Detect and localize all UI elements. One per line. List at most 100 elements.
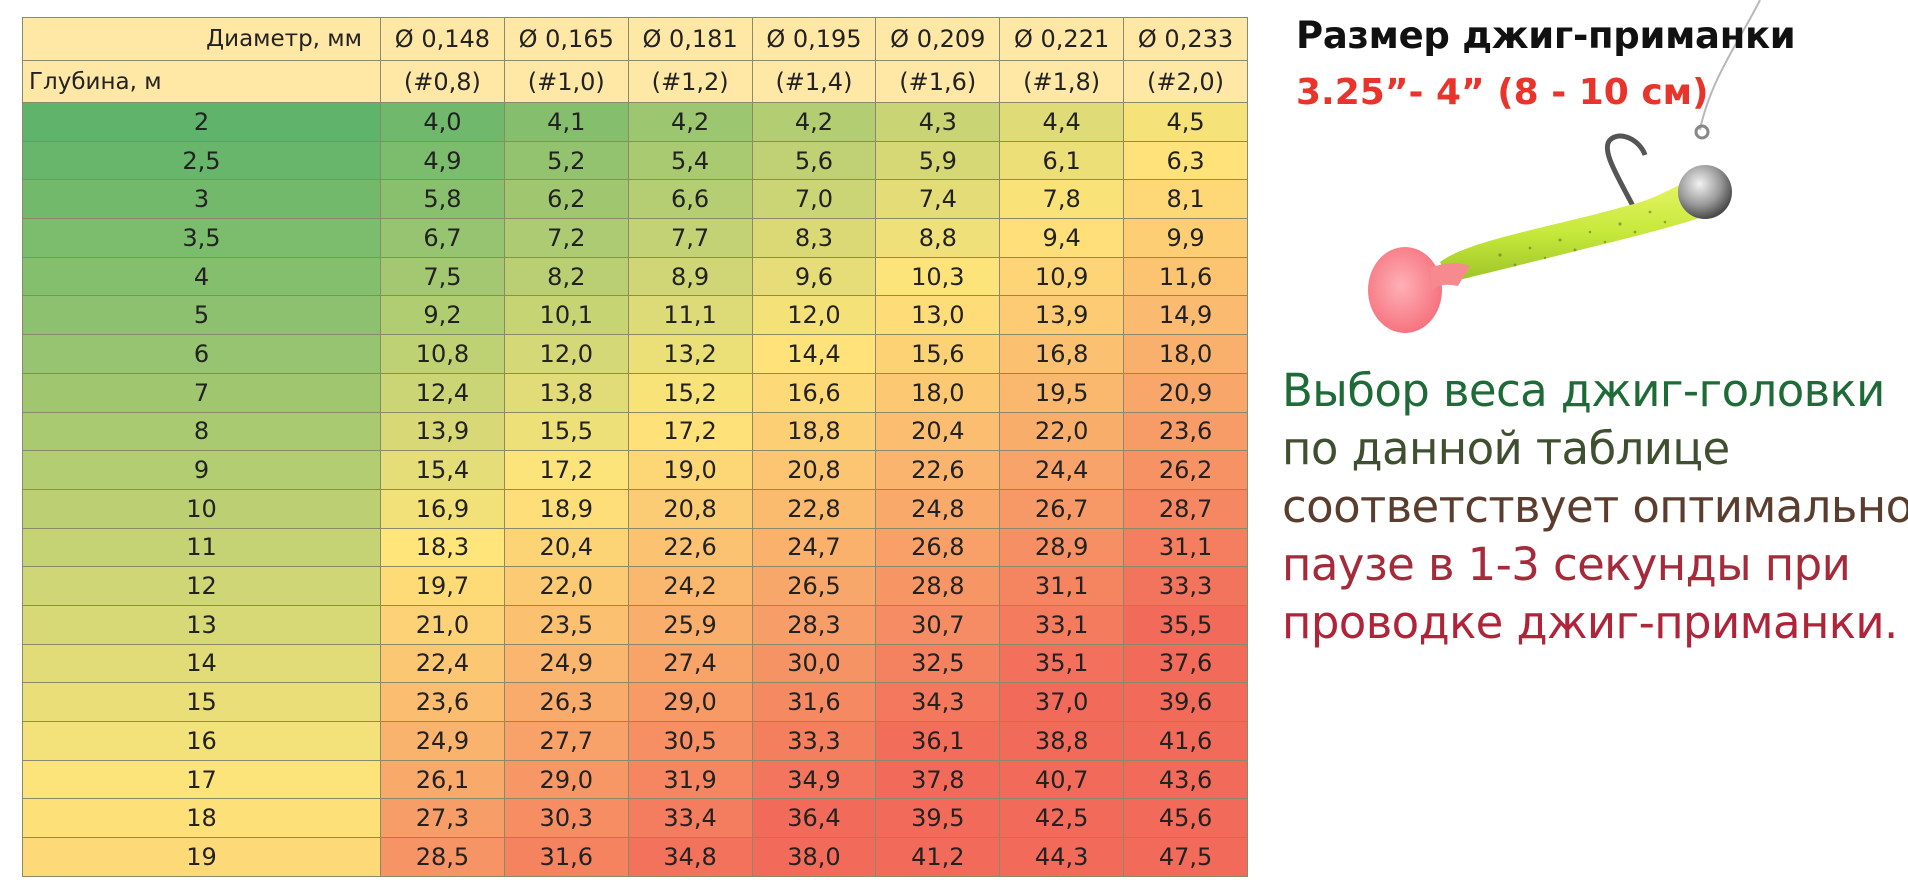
weight-cell: 26,8 — [875, 527, 1001, 568]
weight-cell: 5,6 — [751, 140, 877, 181]
weight-cell: 4,4 — [999, 102, 1125, 142]
weight-cell: 24,7 — [751, 527, 877, 568]
weight-cell: 33,3 — [1123, 566, 1248, 606]
depth-cell: 2,5 — [22, 140, 381, 181]
weight-cell: 9,6 — [751, 256, 877, 297]
weight-cell: 26,2 — [1123, 450, 1248, 490]
weight-cell: 14,4 — [751, 334, 877, 374]
weight-cell: 12,4 — [380, 372, 505, 413]
depth-cell: 11 — [22, 527, 381, 568]
weight-cell: 34,8 — [627, 837, 753, 877]
weight-cell: 6,2 — [503, 179, 629, 220]
column-line-size: (#1,2) — [627, 60, 753, 103]
fishing-line — [1699, 0, 1761, 131]
weight-cell: 33,3 — [751, 721, 877, 761]
weight-cell: 38,8 — [999, 721, 1125, 761]
weight-cell: 8,3 — [751, 218, 877, 258]
weight-cell: 15,2 — [627, 372, 753, 413]
weight-cell: 34,3 — [875, 682, 1001, 722]
selection-description: Выбор веса джиг-головки по данной таблице… — [1282, 362, 1908, 652]
weight-cell: 13,9 — [999, 295, 1125, 336]
depth-cell: 5 — [22, 295, 381, 336]
depth-cell: 13 — [22, 604, 381, 645]
depth-cell: 3,5 — [22, 218, 381, 258]
depth-label: Глубина, м — [22, 60, 381, 103]
table-row: 8 13,9 15,5 17,2 18,8 20,4 22,0 23,6 — [22, 411, 1248, 452]
description-line: паузе в 1-3 секунды при — [1282, 538, 1851, 591]
weight-cell: 12,0 — [503, 334, 629, 374]
weight-cell: 26,5 — [751, 566, 877, 606]
weight-cell: 19,0 — [627, 450, 753, 490]
weight-cell: 17,2 — [627, 411, 753, 452]
weight-cell: 10,1 — [503, 295, 629, 336]
weight-cell: 20,4 — [503, 527, 629, 568]
weight-cell: 24,2 — [627, 566, 753, 606]
column-line-size: (#0,8) — [380, 60, 505, 103]
table-row: 5 9,2 10,1 11,1 12,0 13,0 13,9 14,9 — [22, 295, 1248, 336]
description-line: по данной таблице — [1282, 422, 1730, 475]
weight-cell: 26,3 — [503, 682, 629, 722]
weight-cell: 31,6 — [503, 837, 629, 877]
weight-cell: 6,3 — [1123, 140, 1248, 181]
weight-cell: 26,1 — [380, 759, 505, 800]
weight-cell: 8,8 — [875, 218, 1001, 258]
weight-cell: 4,1 — [503, 102, 629, 142]
weight-cell: 33,1 — [999, 604, 1125, 645]
weight-cell: 10,8 — [380, 334, 505, 374]
weight-cell: 16,6 — [751, 372, 877, 413]
weight-cell: 6,1 — [999, 140, 1125, 181]
weight-cell: 12,0 — [751, 295, 877, 336]
weight-cell: 19,7 — [380, 566, 505, 606]
weight-cell: 8,9 — [627, 256, 753, 297]
weight-cell: 20,8 — [751, 450, 877, 490]
weight-cell: 18,0 — [1123, 334, 1248, 374]
weight-cell: 17,2 — [503, 450, 629, 490]
weight-cell: 9,4 — [999, 218, 1125, 258]
weight-cell: 41,2 — [875, 837, 1001, 877]
info-panel: Размер джиг-приманки 3.25”- 4” (8 - 10 с… — [1250, 0, 1908, 889]
weight-cell: 22,6 — [627, 527, 753, 568]
weight-cell: 22,4 — [380, 643, 505, 684]
column-diameter: Ø 0,195 — [751, 17, 877, 61]
weight-cell: 35,1 — [999, 643, 1125, 684]
jig-weight-table: Диаметр, мм Ø 0,148 Ø 0,165 Ø 0,181 Ø 0,195… — [22, 17, 1248, 877]
weight-cell: 44,3 — [999, 837, 1125, 877]
weight-cell: 7,0 — [751, 179, 877, 220]
table-row: 2,5 4,9 5,2 5,4 5,6 5,9 6,1 6,3 — [22, 140, 1248, 181]
weight-cell: 13,8 — [503, 372, 629, 413]
column-diameter: Ø 0,209 — [875, 17, 1001, 61]
depth-cell: 7 — [22, 372, 381, 413]
depth-cell: 14 — [22, 643, 381, 684]
weight-cell: 6,6 — [627, 179, 753, 220]
table-row: 7 12,4 13,8 15,2 16,6 18,0 19,5 20,9 — [22, 372, 1248, 413]
weight-cell: 29,0 — [503, 759, 629, 800]
column-line-size: (#1,0) — [503, 60, 629, 103]
table-row: 14 22,4 24,9 27,4 30,0 32,5 35,1 37,6 — [22, 643, 1248, 684]
weight-cell: 30,0 — [751, 643, 877, 684]
lure-tail — [1368, 247, 1442, 333]
depth-cell: 10 — [22, 488, 381, 529]
depth-cell: 6 — [22, 334, 381, 374]
weight-cell: 5,4 — [627, 140, 753, 181]
lure-size-value: 3.25”- 4” (8 - 10 см) — [1296, 72, 1709, 113]
weight-cell: 30,7 — [875, 604, 1001, 645]
table-row: 3,5 6,7 7,2 7,7 8,3 8,8 9,4 9,9 — [22, 218, 1248, 258]
depth-cell: 18 — [22, 798, 381, 839]
weight-cell: 28,5 — [380, 837, 505, 877]
weight-cell: 21,0 — [380, 604, 505, 645]
weight-cell: 20,8 — [627, 488, 753, 529]
depth-cell: 4 — [22, 256, 381, 297]
weight-cell: 13,9 — [380, 411, 505, 452]
weight-cell: 28,7 — [1123, 488, 1248, 529]
table-body: 2 4,0 4,1 4,2 4,2 4,3 4,4 4,5 2,5 4,9 5,2 5,4 5,6 5,9… — [22, 102, 1248, 877]
weight-cell: 39,5 — [875, 798, 1001, 839]
weight-cell: 9,9 — [1123, 218, 1248, 258]
weight-cell: 26,7 — [999, 488, 1125, 529]
weight-cell: 23,6 — [380, 682, 505, 722]
weight-cell: 27,4 — [627, 643, 753, 684]
weight-cell: 7,8 — [999, 179, 1125, 220]
weight-cell: 5,9 — [875, 140, 1001, 181]
table-row: 13 21,0 23,5 25,9 28,3 30,7 33,1 35,5 — [22, 604, 1248, 645]
weight-cell: 38,0 — [751, 837, 877, 877]
weight-cell: 34,9 — [751, 759, 877, 800]
